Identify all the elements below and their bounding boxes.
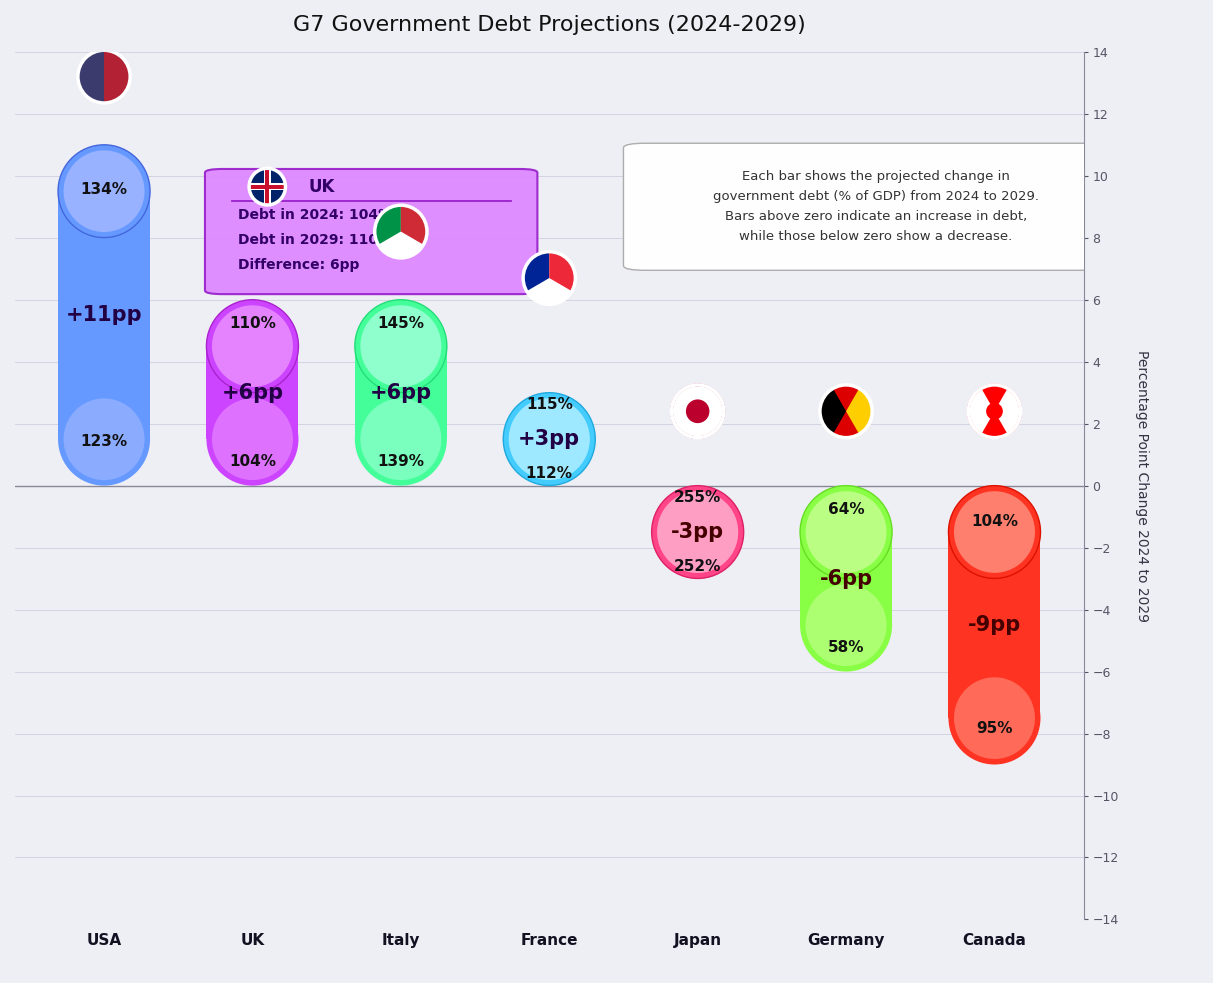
Ellipse shape: [503, 393, 596, 486]
Text: 145%: 145%: [377, 317, 425, 331]
Ellipse shape: [58, 393, 150, 486]
Ellipse shape: [503, 392, 596, 486]
Text: 252%: 252%: [674, 559, 722, 574]
Text: 64%: 64%: [827, 502, 865, 517]
Y-axis label: Percentage Point Change 2024 to 2029: Percentage Point Change 2024 to 2029: [1135, 350, 1150, 621]
Ellipse shape: [685, 399, 710, 423]
Polygon shape: [981, 411, 1008, 437]
Text: 134%: 134%: [80, 182, 127, 197]
Text: Difference: 6pp: Difference: 6pp: [238, 259, 359, 272]
Polygon shape: [375, 205, 400, 245]
Text: 255%: 255%: [674, 491, 722, 505]
Text: Each bar shows the projected change in
government debt (% of GDP) from 2024 to 2: Each bar shows the projected change in g…: [713, 170, 1038, 243]
Bar: [206, 346, 298, 439]
Polygon shape: [981, 385, 1008, 411]
Ellipse shape: [58, 145, 150, 238]
Ellipse shape: [968, 385, 1020, 437]
Ellipse shape: [820, 385, 872, 437]
Bar: [249, 183, 285, 190]
Title: G7 Government Debt Projections (2024-2029): G7 Government Debt Projections (2024-202…: [292, 15, 805, 35]
Bar: [949, 532, 1041, 719]
Ellipse shape: [508, 398, 590, 480]
Ellipse shape: [375, 205, 427, 258]
Polygon shape: [400, 205, 427, 245]
Polygon shape: [549, 252, 575, 291]
Ellipse shape: [949, 671, 1041, 765]
Text: +11pp: +11pp: [66, 305, 142, 325]
Bar: [249, 185, 285, 189]
Ellipse shape: [657, 492, 739, 573]
Text: -3pp: -3pp: [671, 522, 724, 542]
Text: 123%: 123%: [80, 434, 127, 449]
FancyBboxPatch shape: [623, 144, 1128, 270]
Bar: [266, 168, 269, 205]
Ellipse shape: [360, 306, 442, 387]
Ellipse shape: [63, 150, 144, 232]
Ellipse shape: [953, 677, 1035, 759]
Ellipse shape: [801, 486, 892, 578]
Ellipse shape: [801, 579, 892, 671]
Ellipse shape: [672, 385, 724, 437]
Text: -6pp: -6pp: [820, 568, 872, 589]
Polygon shape: [820, 388, 847, 434]
Ellipse shape: [206, 300, 298, 392]
Text: 104%: 104%: [970, 514, 1018, 530]
Text: 110%: 110%: [229, 317, 275, 331]
Ellipse shape: [249, 168, 285, 205]
Polygon shape: [847, 388, 872, 434]
Ellipse shape: [508, 398, 590, 480]
Ellipse shape: [651, 486, 744, 579]
Ellipse shape: [360, 398, 442, 480]
Polygon shape: [78, 50, 104, 103]
Bar: [264, 168, 270, 205]
Ellipse shape: [78, 50, 130, 103]
Ellipse shape: [805, 492, 887, 573]
Text: -9pp: -9pp: [968, 615, 1021, 635]
Text: 104%: 104%: [229, 454, 275, 469]
Ellipse shape: [355, 393, 446, 486]
Text: 112%: 112%: [525, 466, 573, 481]
Text: 115%: 115%: [525, 397, 573, 412]
Ellipse shape: [657, 492, 739, 573]
Ellipse shape: [206, 393, 298, 486]
Ellipse shape: [212, 398, 292, 480]
FancyBboxPatch shape: [205, 169, 537, 294]
Bar: [58, 191, 150, 439]
Ellipse shape: [986, 403, 1003, 420]
Text: +6pp: +6pp: [222, 382, 284, 403]
Text: Debt in 2024: 104%: Debt in 2024: 104%: [238, 207, 392, 221]
Ellipse shape: [805, 584, 887, 666]
Ellipse shape: [953, 492, 1035, 573]
Text: Debt in 2029: 110%: Debt in 2029: 110%: [238, 233, 392, 247]
Polygon shape: [523, 252, 549, 291]
Text: 58%: 58%: [827, 640, 865, 655]
Text: UK: UK: [309, 178, 335, 196]
Ellipse shape: [949, 486, 1041, 578]
Ellipse shape: [212, 306, 292, 387]
Ellipse shape: [523, 252, 575, 305]
Bar: [355, 346, 446, 439]
Text: +6pp: +6pp: [370, 382, 432, 403]
Ellipse shape: [651, 486, 744, 578]
Text: 95%: 95%: [976, 721, 1013, 735]
Bar: [801, 532, 892, 625]
Text: +3pp: +3pp: [518, 430, 580, 449]
Text: 139%: 139%: [377, 454, 425, 469]
Ellipse shape: [63, 398, 144, 480]
Ellipse shape: [355, 300, 446, 392]
